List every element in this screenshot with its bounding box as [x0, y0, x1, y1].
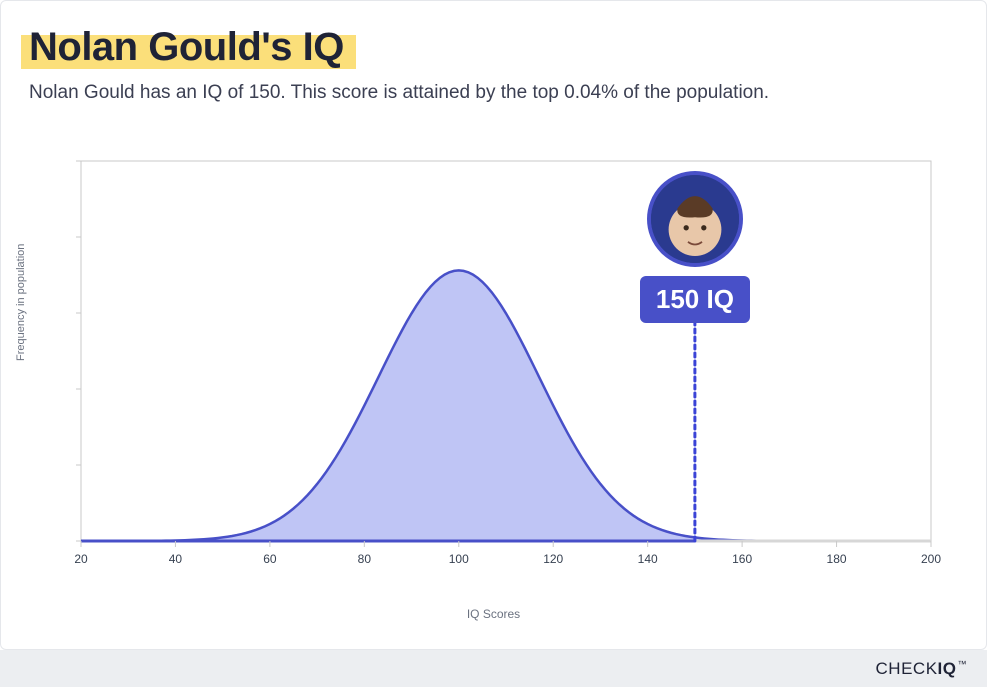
x-tick-label: 180	[827, 552, 847, 566]
x-tick-label: 40	[169, 552, 183, 566]
x-axis-label: IQ Scores	[467, 607, 520, 621]
footer-bar: CHECKIQ™	[0, 650, 987, 687]
x-tick-label: 160	[732, 552, 752, 566]
title-container: Nolan Gould's IQ	[29, 25, 344, 70]
x-tick-label: 100	[449, 552, 469, 566]
subtitle: Nolan Gould has an IQ of 150. This score…	[29, 82, 958, 104]
person-icon	[651, 175, 739, 263]
chart-card: Nolan Gould's IQ Nolan Gould has an IQ o…	[0, 0, 987, 650]
brand-bold: IQ	[938, 659, 957, 678]
iq-badge: 150 IQ	[640, 276, 750, 323]
avatar	[647, 171, 743, 267]
brand-logo: CHECKIQ™	[876, 659, 967, 679]
x-tick-label: 120	[543, 552, 563, 566]
x-tick-label: 60	[263, 552, 277, 566]
page-title: Nolan Gould's IQ	[29, 25, 344, 70]
chart-area: 204060801001201401601802000.0050.0100.01…	[71, 151, 951, 601]
brand-tm: ™	[958, 659, 968, 669]
x-tick-label: 200	[921, 552, 941, 566]
distribution-chart: 204060801001201401601802000.0050.0100.01…	[71, 151, 951, 601]
y-axis-label: Frequency in population	[15, 244, 27, 361]
x-tick-label: 20	[74, 552, 88, 566]
brand-prefix: CHECK	[876, 659, 938, 678]
x-tick-label: 80	[358, 552, 372, 566]
x-tick-label: 140	[638, 552, 658, 566]
